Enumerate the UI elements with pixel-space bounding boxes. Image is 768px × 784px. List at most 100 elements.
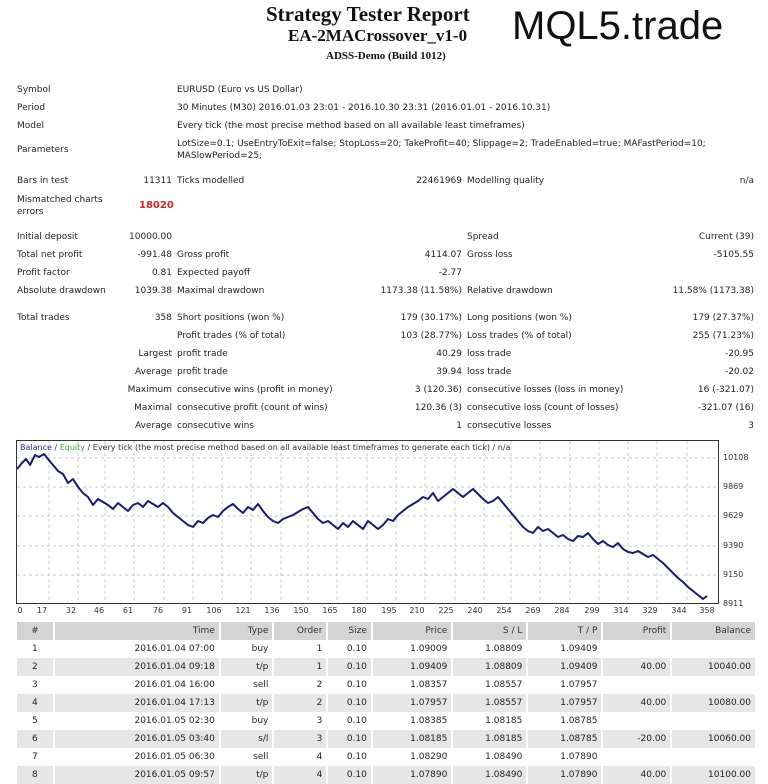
x-tick-15: 225 — [438, 606, 454, 615]
cell-type: t/p — [220, 694, 273, 712]
x-tick-3: 46 — [93, 606, 105, 615]
legend-description: / Every tick (the most precise method ba… — [84, 443, 511, 452]
profit-trades-value: 103 (28.77%) — [400, 331, 462, 341]
cell-profit — [603, 676, 670, 694]
cell-balance: 10080.00 — [672, 694, 755, 712]
cell-size: 0.10 — [346, 680, 367, 690]
col-header-profit[interactable]: Profit — [603, 622, 671, 640]
total-trades-label: Total trades — [17, 313, 70, 323]
short-positions-value: 179 (30.17%) — [400, 313, 462, 323]
symbol-row: Symbol EURUSD (Euro vs US Dollar) — [0, 82, 768, 98]
max-cons-wins-value: 3 (120.36) — [414, 385, 462, 395]
cell-balance: 10040.00 — [672, 658, 755, 676]
col-header-sl[interactable]: S / L — [453, 622, 527, 640]
max-drawdown-value: 1173.38 (11.58%) — [380, 286, 462, 296]
mismatch-label-1: Mismatched charts — [17, 195, 103, 205]
cell-profit: 40.00 — [603, 694, 671, 712]
cell-order: 1 — [274, 658, 327, 676]
balance-line — [17, 453, 708, 600]
profit-trades-label: Profit trades (% of total) — [177, 331, 286, 341]
parameters-row: Parameters — [0, 142, 768, 158]
gross-profit-value: 4114.07 — [424, 250, 462, 260]
period-label: Period — [17, 103, 46, 113]
mismatch-label-2: errors — [17, 207, 44, 217]
ticks-label: Ticks modelled — [177, 176, 245, 186]
cell-type: sell — [253, 752, 269, 762]
largest-profit-label: profit trade — [177, 349, 228, 359]
total-trades-row: Total trades 358 Short positions (won %)… — [0, 310, 768, 326]
cell-balance — [672, 640, 755, 658]
cell-order: 4 — [316, 752, 323, 762]
x-tick-22: 329 — [642, 606, 658, 615]
col-header-tp[interactable]: T / P — [528, 622, 602, 640]
cell-time: 2016.01.05 02:30 — [134, 716, 215, 726]
table-row: 1 2016.01.04 07:00 buy 1 0.10 1.09009 1.… — [17, 640, 755, 658]
cell-num: 1 — [32, 644, 38, 654]
x-tick-19: 284 — [554, 606, 570, 615]
legend-equity: Equity — [59, 443, 85, 452]
cell-sl: 1.08557 — [453, 694, 527, 712]
maximal-cons-profit-label: consecutive profit (count of wins) — [177, 403, 328, 413]
parameters-line-2: MASlowPeriod=25; — [0, 148, 768, 164]
total-trades-value: 358 — [154, 313, 172, 323]
table-row: 3 2016.01.04 16:00 sell 2 0.10 1.08357 1… — [17, 676, 755, 694]
col-header-time[interactable]: Time — [54, 622, 219, 640]
expected-payoff-label: Expected payoff — [177, 268, 251, 278]
long-positions-label: Long positions (won %) — [467, 313, 572, 323]
cell-num: 4 — [17, 694, 53, 712]
x-tick-20: 299 — [584, 606, 600, 615]
drawdown-row: Absolute drawdown 1039.38 Maximal drawdo… — [0, 283, 768, 299]
x-tick-24: 358 — [699, 606, 715, 615]
cell-tp: 1.09409 — [528, 658, 602, 676]
cell-type: t/p — [220, 766, 273, 784]
cell-profit: -20.00 — [603, 730, 671, 748]
col-header-type[interactable]: Type — [220, 622, 273, 640]
abs-drawdown-label: Absolute drawdown — [17, 286, 106, 296]
cell-tp: 1.07957 — [528, 694, 602, 712]
bars-label: Bars in test — [17, 176, 69, 186]
cell-time: 2016.01.04 07:00 — [134, 644, 215, 654]
cell-order: 3 — [274, 730, 327, 748]
model-row: Model Every tick (the most precise metho… — [0, 118, 768, 134]
cell-order: 3 — [316, 716, 323, 726]
rel-drawdown-value: 11.58% (1173.38) — [672, 286, 754, 296]
cell-tp: 1.08785 — [560, 716, 598, 726]
loss-trades-value: 255 (71.23%) — [692, 331, 754, 341]
cell-tp: 1.07957 — [560, 680, 598, 690]
trades-table: # Time Type Order Size Price S / L T / P… — [15, 622, 757, 784]
x-tick-7: 106 — [206, 606, 222, 615]
cell-type: sell — [253, 680, 269, 690]
cell-num: 8 — [17, 766, 53, 784]
mismatch-value-row: 18020 — [0, 198, 768, 214]
cell-price: 1.08185 — [372, 730, 452, 748]
cell-order: 2 — [316, 680, 323, 690]
cell-size: 0.10 — [328, 658, 371, 676]
parameters-value-1: LotSize=0.1; UseEntryToExit=false; StopL… — [177, 139, 706, 149]
col-header-balance[interactable]: Balance — [672, 622, 755, 640]
cell-price: 1.09009 — [410, 644, 448, 654]
chart-canvas — [17, 441, 718, 603]
mismatch-value: 18020 — [139, 200, 174, 211]
table-row: 8 2016.01.05 09:57 t/p 4 0.10 1.07890 1.… — [17, 766, 755, 784]
col-header-size[interactable]: Size — [328, 622, 371, 640]
short-positions-label: Short positions (won %) — [177, 313, 285, 323]
profit-factor-value: 0.81 — [151, 268, 172, 278]
col-header-order[interactable]: Order — [274, 622, 327, 640]
x-tick-21: 314 — [613, 606, 629, 615]
profit-factor-label: Profit factor — [17, 268, 70, 278]
cell-profit — [603, 748, 670, 766]
cell-sl: 1.08809 — [453, 658, 527, 676]
y-tick-3: 9390 — [723, 541, 744, 550]
deposit-row: Initial deposit 10000.00 Spread Current … — [0, 229, 768, 245]
col-header-num[interactable]: # — [17, 622, 53, 640]
abs-drawdown-value: 1039.38 — [134, 286, 172, 296]
x-tick-8: 121 — [235, 606, 251, 615]
cell-balance — [672, 712, 755, 730]
x-tick-18: 269 — [525, 606, 541, 615]
x-tick-17: 254 — [496, 606, 512, 615]
period-row: Period 30 Minutes (M30) 2016.01.03 23:01… — [0, 100, 768, 116]
max-drawdown-label: Maximal drawdown — [177, 286, 265, 296]
x-tick-9: 136 — [264, 606, 280, 615]
net-profit-row: Total net profit -991.48 Gross profit 41… — [0, 247, 768, 263]
col-header-price[interactable]: Price — [372, 622, 452, 640]
